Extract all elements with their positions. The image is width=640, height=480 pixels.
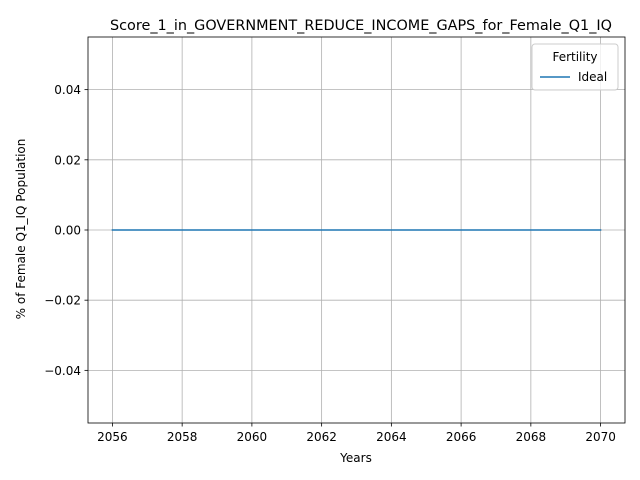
x-tick-label: 2070 — [585, 430, 616, 444]
y-tick-label: −0.04 — [44, 364, 81, 378]
legend-box — [531, 43, 619, 91]
y-tick-label: 0.02 — [54, 153, 81, 167]
x-tick-label: 2066 — [446, 430, 477, 444]
legend: Fertility Ideal — [531, 43, 619, 91]
y-tick-label: 0.00 — [54, 224, 81, 238]
x-tick-label: 2062 — [306, 430, 337, 444]
x-tick-label: 2058 — [167, 430, 198, 444]
x-tick-label: 2064 — [376, 430, 407, 444]
x-tick-label: 2060 — [237, 430, 268, 444]
x-axis-ticks: 2056 2058 2060 2062 2064 2066 2068 2070 — [97, 423, 616, 444]
chart-title: Score_1_in_GOVERNMENT_REDUCE_INCOME_GAPS… — [110, 18, 612, 34]
legend-title: Fertility — [552, 50, 597, 64]
y-tick-label: 0.04 — [54, 83, 81, 97]
y-axis-label: % of Female Q1_IQ Population — [14, 139, 28, 320]
x-tick-label: 2056 — [97, 430, 128, 444]
y-axis-ticks: −0.04 −0.02 0.00 0.02 0.04 — [44, 83, 88, 378]
legend-label-ideal: Ideal — [578, 70, 607, 84]
x-axis-label: Years — [339, 451, 372, 465]
y-tick-label: −0.02 — [44, 294, 81, 308]
x-tick-label: 2068 — [516, 430, 547, 444]
